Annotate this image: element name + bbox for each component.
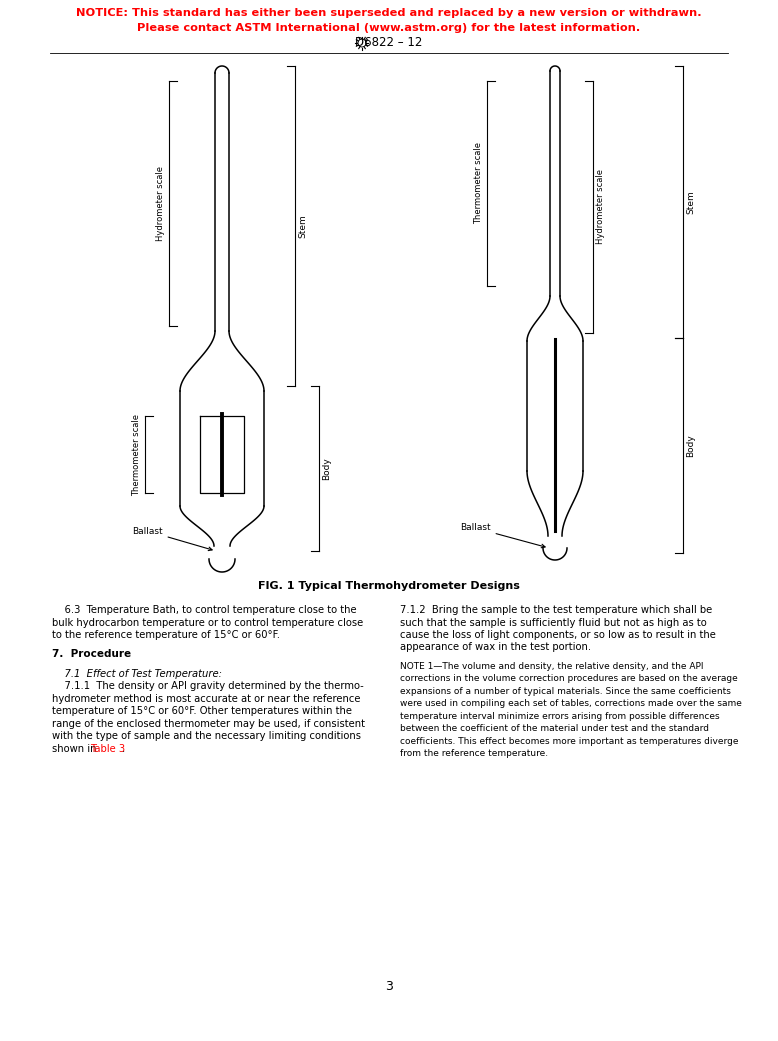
Text: between the coefficient of the material under test and the standard: between the coefficient of the material … — [400, 725, 709, 733]
Text: .: . — [122, 743, 125, 754]
Text: 7.1.2  Bring the sample to the test temperature which shall be: 7.1.2 Bring the sample to the test tempe… — [400, 605, 712, 615]
Text: temperature interval minimize errors arising from possible differences: temperature interval minimize errors ari… — [400, 712, 720, 720]
Text: NOTICE: This standard has either been superseded and replaced by a new version o: NOTICE: This standard has either been su… — [76, 8, 702, 18]
Text: 7.  Procedure: 7. Procedure — [52, 650, 131, 659]
Text: Ballast: Ballast — [132, 527, 212, 551]
Text: Hydrometer scale: Hydrometer scale — [156, 166, 166, 242]
Text: from the reference temperature.: from the reference temperature. — [400, 750, 548, 759]
Text: to the reference temperature of 15°C or 60°F.: to the reference temperature of 15°C or … — [52, 630, 280, 640]
Text: 7.1  Effect of Test Temperature:: 7.1 Effect of Test Temperature: — [52, 668, 222, 679]
Text: Stem: Stem — [686, 191, 696, 213]
Text: FIG. 1 Typical Thermohydrometer Designs: FIG. 1 Typical Thermohydrometer Designs — [258, 581, 520, 591]
Text: such that the sample is sufficiently fluid but not as high as to: such that the sample is sufficiently flu… — [400, 617, 706, 628]
Text: Body: Body — [686, 434, 696, 457]
Text: Please contact ASTM International (www.astm.org) for the latest information.: Please contact ASTM International (www.a… — [138, 23, 640, 33]
Text: with the type of sample and the necessary limiting conditions: with the type of sample and the necessar… — [52, 731, 361, 741]
Text: Ballast: Ballast — [460, 524, 545, 548]
Text: were used in compiling each set of tables, corrections made over the same: were used in compiling each set of table… — [400, 700, 742, 708]
Text: Stem: Stem — [299, 214, 307, 238]
Text: 7.1.1  The density or API gravity determined by the thermo-: 7.1.1 The density or API gravity determi… — [52, 681, 364, 691]
Text: coefficients. This effect becomes more important as temperatures diverge: coefficients. This effect becomes more i… — [400, 737, 738, 745]
Text: NOTE 1—The volume and density, the relative density, and the API: NOTE 1—The volume and density, the relat… — [400, 662, 703, 670]
Text: expansions of a number of typical materials. Since the same coefficients: expansions of a number of typical materi… — [400, 687, 731, 695]
Text: D6822 – 12: D6822 – 12 — [356, 36, 422, 50]
Text: shown in: shown in — [52, 743, 100, 754]
Text: Thermometer scale: Thermometer scale — [475, 143, 483, 225]
Text: bulk hydrocarbon temperature or to control temperature close: bulk hydrocarbon temperature or to contr… — [52, 617, 363, 628]
Text: 3: 3 — [385, 980, 393, 992]
Text: range of the enclosed thermometer may be used, if consistent: range of the enclosed thermometer may be… — [52, 718, 365, 729]
Text: Body: Body — [323, 457, 331, 480]
Text: cause the loss of light components, or so low as to result in the: cause the loss of light components, or s… — [400, 630, 716, 640]
Text: Hydrometer scale: Hydrometer scale — [597, 170, 605, 245]
Text: temperature of 15°C or 60°F. Other temperatures within the: temperature of 15°C or 60°F. Other tempe… — [52, 706, 352, 716]
Text: hydrometer method is most accurate at or near the reference: hydrometer method is most accurate at or… — [52, 693, 360, 704]
Text: corrections in the volume correction procedures are based on the average: corrections in the volume correction pro… — [400, 675, 738, 683]
Text: Thermometer scale: Thermometer scale — [132, 413, 142, 496]
Text: Table 3: Table 3 — [90, 743, 125, 754]
Text: appearance of wax in the test portion.: appearance of wax in the test portion. — [400, 642, 591, 653]
Text: 6.3  Temperature Bath, to control temperature close to the: 6.3 Temperature Bath, to control tempera… — [52, 605, 356, 615]
